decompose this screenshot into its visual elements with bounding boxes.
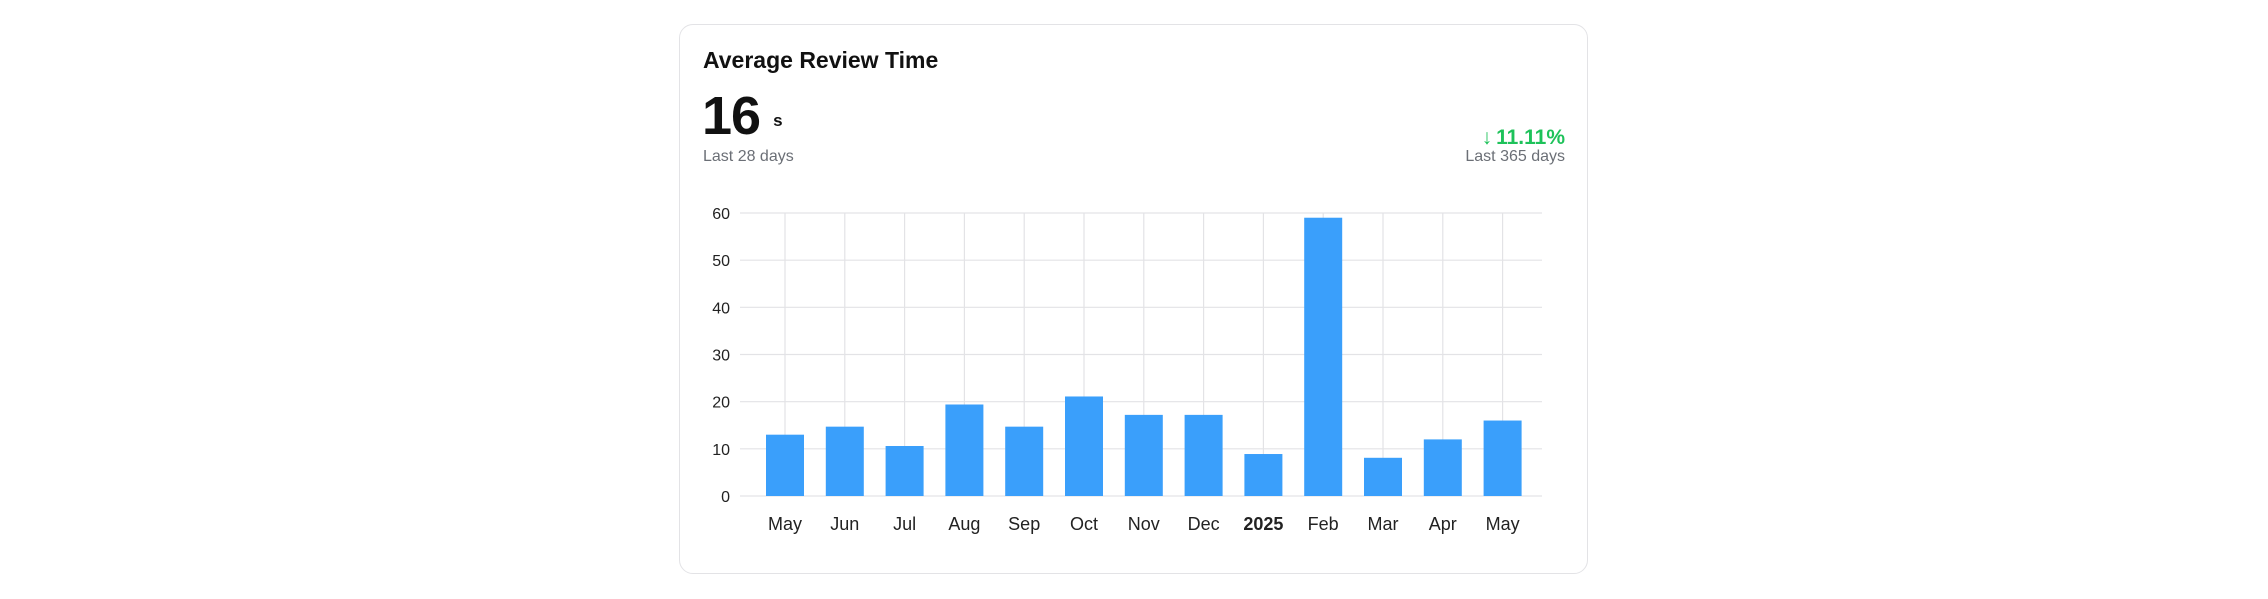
x-tick-label: Feb: [1308, 514, 1339, 534]
bar-9[interactable]: [1244, 454, 1283, 496]
metric-period: Last 28 days: [703, 148, 794, 165]
x-tick-label: Mar: [1368, 514, 1399, 534]
y-tick-label: 40: [712, 300, 730, 317]
metric-value: 16: [702, 86, 761, 146]
y-tick-label: 10: [712, 442, 730, 459]
change-period: Last 365 days: [1465, 148, 1565, 165]
y-tick-label: 30: [712, 348, 730, 365]
bar-7[interactable]: [1124, 414, 1163, 496]
x-tick-label: May: [768, 514, 802, 534]
x-tick-label: Jun: [830, 514, 859, 534]
bar-11[interactable]: [1364, 457, 1402, 496]
bar-10[interactable]: [1304, 217, 1343, 496]
bar-4[interactable]: [945, 404, 984, 496]
change-value: 11.11%: [1496, 126, 1565, 149]
x-tick-label: May: [1486, 514, 1520, 534]
x-tick-label: Nov: [1128, 514, 1160, 534]
bar-13[interactable]: [1483, 420, 1522, 496]
x-tick-label: Oct: [1070, 514, 1098, 534]
bar-5[interactable]: [1005, 426, 1044, 496]
bar-8[interactable]: [1184, 414, 1223, 496]
arrow-down-icon: ↓: [1481, 126, 1493, 149]
bar-1[interactable]: [766, 434, 804, 496]
y-tick-label: 50: [712, 253, 730, 270]
bar-chart: 0 10 20 30 40 50 60 May Jun Jul Aug Sep Oct Nov Dec 202…: [712, 206, 1542, 534]
bar-12[interactable]: [1423, 439, 1462, 496]
x-tick-label: Sep: [1008, 514, 1040, 534]
bar-3[interactable]: [885, 446, 924, 496]
x-tick-label: Jul: [893, 514, 916, 534]
bar-2[interactable]: [825, 426, 864, 496]
metric: 16 s: [702, 89, 783, 143]
y-tick-label: 60: [712, 206, 730, 223]
x-tick-label: Apr: [1429, 514, 1457, 534]
x-tick-label: Dec: [1188, 514, 1220, 534]
card-title: Average Review Time: [703, 47, 939, 73]
x-tick-label: Aug: [948, 514, 980, 534]
metric-unit: s: [773, 111, 783, 130]
y-tick-label: 20: [712, 395, 730, 412]
review-time-card: Average Review Time 16 s Last 28 days ↓ 1…: [679, 24, 1588, 574]
y-tick-label: 0: [721, 489, 730, 506]
change-indicator: ↓ 11.11%: [1482, 126, 1565, 150]
bar-6[interactable]: [1065, 396, 1103, 496]
x-tick-label: 2025: [1243, 514, 1283, 534]
